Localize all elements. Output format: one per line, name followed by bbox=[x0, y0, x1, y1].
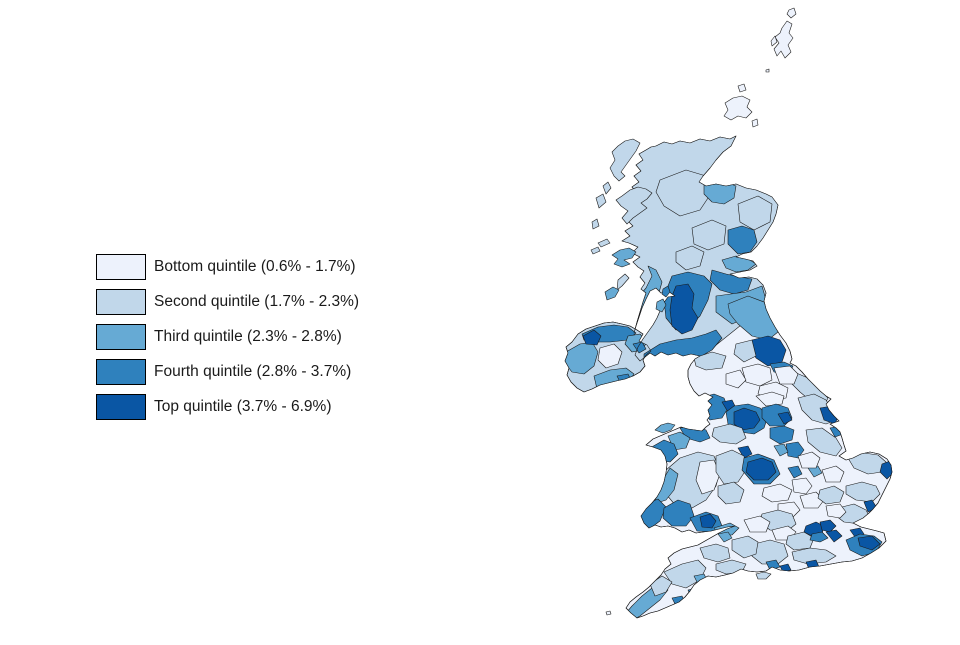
region-valleys bbox=[699, 513, 717, 529]
region-south-yorkshire bbox=[769, 425, 795, 445]
region-hampshire bbox=[751, 539, 789, 565]
region-carmarthenshire bbox=[662, 499, 695, 527]
region-wiltshire bbox=[731, 535, 759, 559]
region-sussex bbox=[791, 547, 837, 565]
legend-swatch-fourth-quintile bbox=[96, 358, 146, 385]
region-rutland bbox=[797, 451, 821, 469]
region-orkney-south bbox=[751, 118, 759, 128]
region-leicester bbox=[787, 465, 803, 479]
region-manchester-cluster bbox=[733, 407, 761, 431]
region-bedfordshire bbox=[799, 491, 825, 509]
legend-item-fourth-quintile: Fourth quintile (2.8% - 3.7%) bbox=[96, 358, 359, 385]
region-arran bbox=[655, 298, 667, 313]
region-lothian bbox=[709, 269, 753, 295]
region-shropshire bbox=[715, 449, 747, 485]
region-perthshire bbox=[691, 219, 727, 251]
legend-swatch-top-quintile bbox=[96, 393, 146, 420]
region-shetland-west bbox=[770, 35, 778, 47]
legend-label-fourth-quintile: Fourth quintile (2.8% - 3.7%) bbox=[154, 362, 352, 380]
region-durham bbox=[733, 339, 757, 363]
region-nottingham bbox=[785, 441, 805, 459]
region-islay bbox=[604, 286, 620, 301]
legend-label-top-quintile: Top quintile (3.7% - 6.9%) bbox=[154, 397, 332, 415]
region-lincolnshire bbox=[805, 427, 843, 457]
region-skye bbox=[615, 186, 653, 225]
region-cambridgeshire bbox=[817, 485, 845, 505]
gb-districts bbox=[622, 136, 892, 618]
region-angus-dundee bbox=[727, 225, 758, 255]
legend-item-second-quintile: Second quintile (1.7% - 2.3%) bbox=[96, 288, 359, 315]
region-isle-of-wight bbox=[755, 571, 772, 580]
map-legend: Bottom quintile (0.6% - 1.7%) Second qui… bbox=[96, 253, 359, 420]
legend-item-bottom-quintile: Bottom quintile (0.6% - 1.7%) bbox=[96, 253, 359, 280]
region-derry bbox=[582, 329, 602, 346]
region-bute bbox=[661, 285, 671, 298]
region-ni-center bbox=[597, 343, 623, 369]
region-shetland-north bbox=[786, 7, 797, 19]
region-cotswolds bbox=[743, 515, 771, 533]
region-tiree bbox=[590, 246, 601, 255]
region-southampton bbox=[765, 559, 781, 571]
region-hertfordshire bbox=[825, 503, 847, 519]
region-york-vale bbox=[755, 391, 785, 407]
legend-label-bottom-quintile: Bottom quintile (0.6% - 1.7%) bbox=[154, 257, 356, 275]
region-carlisle bbox=[693, 351, 727, 371]
region-leeds bbox=[777, 411, 793, 425]
region-jura bbox=[616, 273, 630, 291]
region-scilly bbox=[605, 610, 612, 616]
islands bbox=[590, 7, 797, 616]
region-warwickshire bbox=[761, 483, 793, 503]
region-highland bbox=[655, 169, 713, 217]
region-orkney-north bbox=[737, 83, 747, 93]
region-derby bbox=[773, 443, 789, 457]
region-torbay bbox=[687, 587, 700, 598]
region-north-uist bbox=[602, 181, 612, 195]
region-east-kent bbox=[857, 535, 881, 551]
region-suffolk bbox=[845, 481, 881, 503]
region-powys bbox=[695, 459, 721, 495]
region-barra bbox=[591, 218, 600, 230]
region-bristol bbox=[717, 531, 733, 543]
region-northamptonshire bbox=[791, 477, 813, 495]
region-london-east bbox=[825, 529, 843, 543]
region-eden bbox=[725, 369, 747, 389]
region-fens bbox=[821, 465, 845, 483]
region-glasgow-cluster bbox=[669, 283, 699, 335]
region-stirling bbox=[675, 245, 705, 271]
region-shetland-mainland bbox=[773, 20, 794, 59]
region-aberdeenshire bbox=[737, 195, 773, 231]
region-birmingham-cluster bbox=[745, 457, 777, 481]
legend-swatch-bottom-quintile bbox=[96, 253, 146, 280]
region-fair-isle bbox=[765, 68, 770, 73]
legend-label-second-quintile: Second quintile (1.7% - 2.3%) bbox=[154, 292, 360, 310]
legend-item-top-quintile: Top quintile (3.7% - 6.9%) bbox=[96, 393, 359, 420]
region-london-south bbox=[809, 531, 829, 543]
region-london-north bbox=[819, 519, 837, 533]
region-dales-1 bbox=[741, 363, 773, 387]
legend-label-third-quintile: Third quintile (2.3% - 2.8%) bbox=[154, 327, 342, 345]
legend-swatch-third-quintile bbox=[96, 323, 146, 350]
region-orkney-mainland bbox=[723, 95, 753, 121]
region-coll bbox=[597, 238, 611, 248]
region-east-cornwall bbox=[649, 575, 673, 597]
region-mull bbox=[611, 247, 637, 268]
legend-swatch-second-quintile bbox=[96, 288, 146, 315]
region-south-uist bbox=[595, 193, 607, 209]
region-anglesey bbox=[654, 422, 676, 434]
legend-item-third-quintile: Third quintile (2.3% - 2.8%) bbox=[96, 323, 359, 350]
region-lewis-harris bbox=[609, 138, 641, 182]
region-moors bbox=[773, 365, 799, 385]
region-somerset bbox=[699, 543, 731, 563]
region-herefordshire bbox=[717, 481, 745, 505]
region-cheshire bbox=[711, 423, 747, 445]
